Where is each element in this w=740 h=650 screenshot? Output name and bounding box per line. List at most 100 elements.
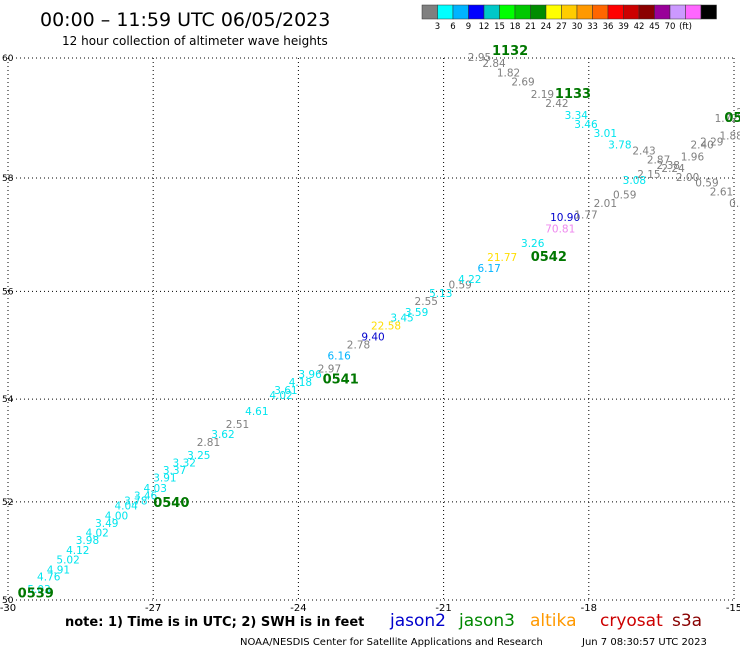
legend-label: 45 bbox=[649, 22, 660, 32]
legend-swatch bbox=[421, 4, 438, 20]
wave-height-label: 2.01 bbox=[594, 198, 617, 210]
wave-height-label: 1.96 bbox=[681, 151, 705, 163]
track-time-label: 1133 bbox=[555, 87, 591, 102]
y-axis-ticks: 60 58 56 54 52 50 bbox=[2, 54, 14, 606]
track-time-label: 0539 bbox=[18, 587, 54, 602]
wave-height-label: 4.91 bbox=[47, 564, 70, 576]
footer-credit: NOAA/NESDIS Center for Satellite Applica… bbox=[240, 637, 543, 648]
legend-label: 30 bbox=[572, 22, 583, 32]
y-tick-label: 60 bbox=[2, 54, 14, 64]
legend-label: 70 bbox=[665, 22, 676, 32]
wave-height-label: 2.78 bbox=[347, 340, 370, 352]
wave-height-label: 2.43 bbox=[632, 146, 655, 158]
wave-height-label: 3.08 bbox=[623, 175, 646, 187]
satellite-label: cryosat bbox=[600, 611, 663, 631]
wave-height-label: 3.91 bbox=[153, 473, 176, 485]
wave-height-label: 1.77 bbox=[574, 209, 597, 221]
satellite-label: altika bbox=[530, 611, 577, 631]
wave-height-label: 9.40 bbox=[361, 332, 384, 344]
wave-height-label: 4.12 bbox=[66, 545, 89, 557]
wave-height-label: 0.59 bbox=[729, 198, 740, 210]
satellite-legend: jason2 jason3 altika cryosat s3a bbox=[389, 611, 702, 631]
wave-height-label: 3.98 bbox=[76, 535, 99, 547]
wave-height-label: 3.32 bbox=[173, 457, 196, 469]
legend-label: 12 bbox=[479, 22, 490, 32]
wave-height-label: 0.59 bbox=[613, 189, 636, 201]
track-time-label: 1132 bbox=[492, 44, 528, 59]
wave-height-label: 3.25 bbox=[187, 450, 210, 462]
wave-height-label: 21.77 bbox=[487, 252, 517, 264]
legend-swatch bbox=[592, 4, 609, 20]
legend-label: 6 bbox=[450, 22, 455, 32]
footer-timestamp: Jun 7 08:30:57 UTC 2023 bbox=[581, 637, 707, 648]
track-time-label: 0542 bbox=[531, 250, 567, 265]
wave-height-label: 6.16 bbox=[327, 350, 351, 362]
track-labels: 0539 0540 0541 0542 0543 1132 1133 bbox=[18, 44, 740, 602]
wave-height-label: 2.38 bbox=[657, 160, 680, 172]
wave-height-label: 3.46 bbox=[134, 490, 158, 502]
legend-label: 24 bbox=[541, 22, 552, 32]
wave-height-label: 5.13 bbox=[429, 288, 452, 300]
wave-height-label: 2.61 bbox=[710, 186, 733, 198]
legend-swatch bbox=[437, 4, 454, 20]
legend-swatch bbox=[685, 4, 702, 20]
x-tick-label: -30 bbox=[0, 603, 16, 614]
legend-swatch bbox=[607, 4, 624, 20]
wave-height-label: 2.69 bbox=[511, 77, 534, 89]
map-grid bbox=[7, 57, 735, 601]
wave-height-label: 3.46 bbox=[574, 119, 598, 131]
wave-height-label: 2.95 bbox=[468, 52, 491, 64]
wave-height-label: 3.49 bbox=[95, 518, 118, 530]
wave-height-label: 4.00 bbox=[105, 510, 128, 522]
wave-height-label: 3.37 bbox=[163, 465, 186, 477]
wave-height-label: 2.97 bbox=[318, 364, 341, 376]
wave-height-label: 6.17 bbox=[477, 263, 500, 275]
wave-height-label: 2.00 bbox=[676, 172, 699, 184]
x-tick-label: -21 bbox=[435, 603, 451, 614]
track-time-label: 0543 bbox=[724, 111, 740, 126]
wave-height-label: 2.42 bbox=[545, 98, 568, 110]
legend-swatch bbox=[545, 4, 562, 20]
x-tick-label: -15 bbox=[726, 603, 740, 614]
satellite-label: s3a bbox=[672, 611, 702, 631]
legend-label: 33 bbox=[587, 22, 598, 32]
satellite-label: jason3 bbox=[458, 611, 515, 631]
wave-height-label: 1.72 bbox=[715, 113, 738, 125]
x-axis-ticks: -30 -27 -24 -21 -18 -15 bbox=[0, 603, 740, 614]
wave-height-label: 2.24 bbox=[661, 163, 685, 175]
wave-height-label: 2.87 bbox=[647, 154, 670, 166]
legend-swatch bbox=[700, 4, 717, 20]
legend-label: 15 bbox=[494, 22, 505, 32]
y-tick-label: 50 bbox=[2, 596, 14, 606]
x-tick-label: -27 bbox=[145, 603, 161, 614]
wave-height-label: 2.15 bbox=[637, 169, 660, 181]
y-tick-label: 52 bbox=[2, 498, 13, 508]
legend-swatch bbox=[654, 4, 671, 20]
wave-height-label: 70.81 bbox=[545, 224, 575, 236]
wave-height-label: 2.55 bbox=[415, 296, 438, 308]
wave-height-label: 1.82 bbox=[497, 67, 520, 79]
legend-swatch bbox=[576, 4, 593, 20]
legend-label: 18 bbox=[510, 22, 521, 32]
wave-height-label: 3.26 bbox=[521, 238, 545, 250]
footer-note: note: 1) Time is in UTC; 2) SWH is in fe… bbox=[65, 615, 364, 630]
legend-swatch bbox=[561, 4, 578, 20]
legend-label: 36 bbox=[603, 22, 614, 32]
legend-swatch bbox=[499, 4, 516, 20]
wave-height-label: 4.61 bbox=[245, 406, 268, 418]
color-scale-legend: 3 6 9 12 15 18 21 24 27 30 33 36 39 42 45 70 (ft) bbox=[421, 4, 717, 32]
wave-height-label: 2.84 bbox=[482, 58, 506, 70]
wave-height-label: 4.03 bbox=[144, 483, 167, 495]
legend-swatch bbox=[468, 4, 485, 20]
legend-swatch bbox=[623, 4, 640, 20]
wave-height-label: 3.45 bbox=[390, 313, 413, 325]
satellite-label: jason2 bbox=[389, 611, 446, 631]
wave-height-label: 22.58 bbox=[371, 321, 401, 333]
wave-height-label: 4.02 bbox=[269, 390, 292, 402]
wave-height-label: 2.81 bbox=[197, 437, 220, 449]
wave-height-label: 2.40 bbox=[690, 140, 713, 152]
track-time-label: 0541 bbox=[323, 372, 359, 387]
wave-height-label: 3.96 bbox=[298, 369, 322, 381]
